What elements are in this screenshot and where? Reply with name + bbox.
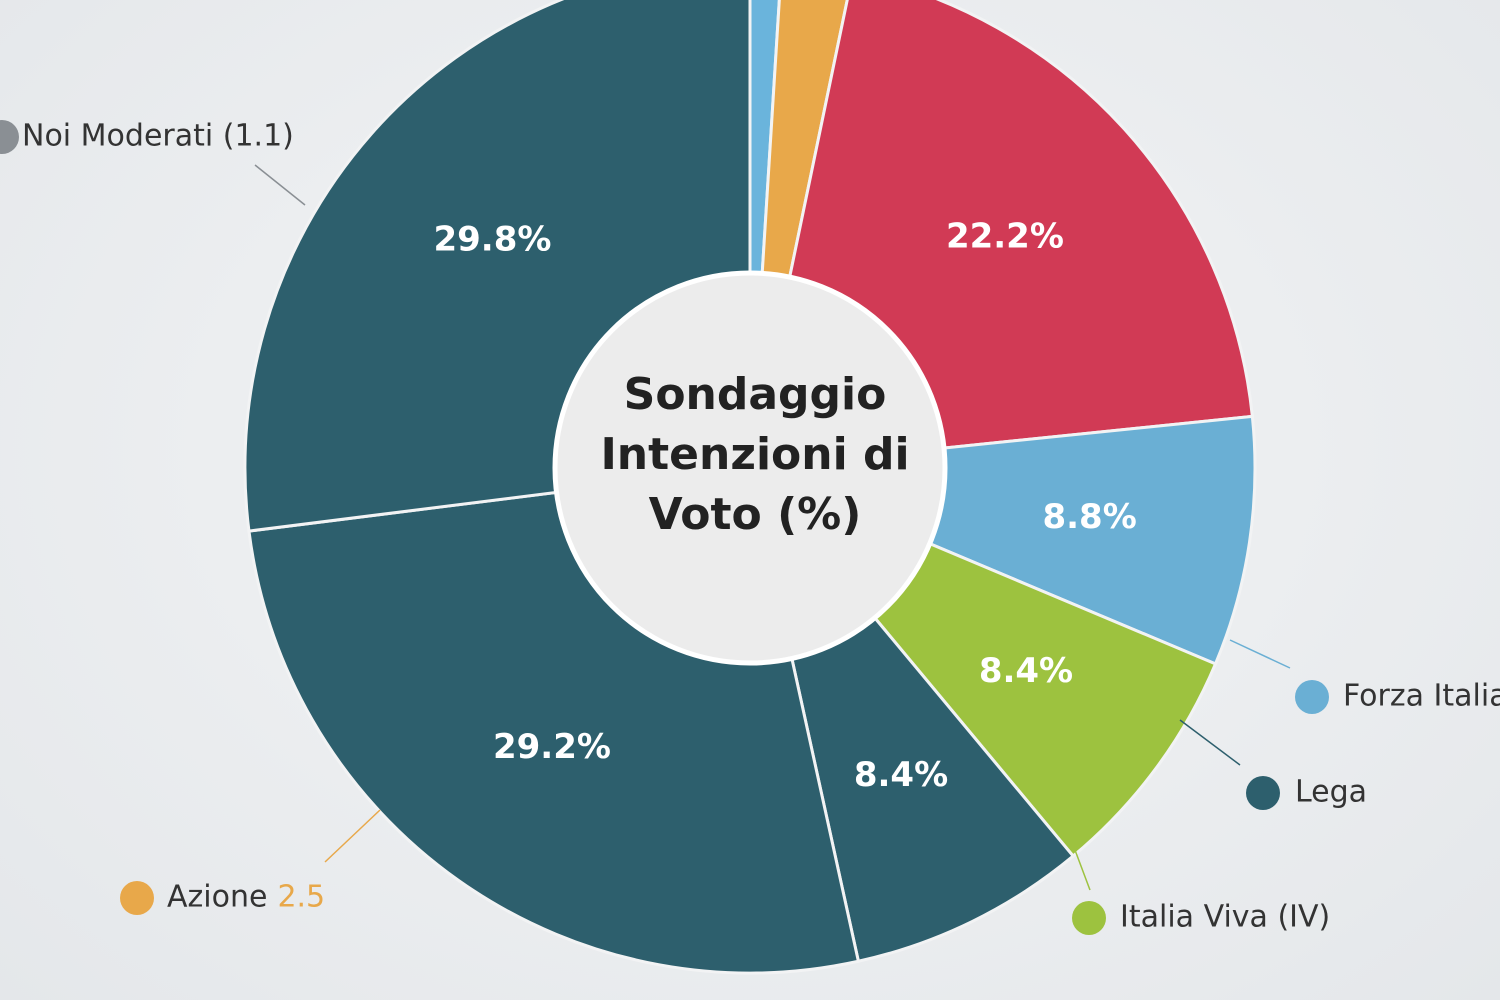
callout-label: Italia Viva (IV): [1120, 900, 1330, 935]
callout-label: Noi Moderati (1.1): [22, 119, 294, 154]
slice-label: 8.4%: [854, 755, 948, 795]
callout-label: Forza Italia: [1343, 679, 1500, 714]
callout-label: Azione: [167, 880, 267, 915]
center-hole: [552, 270, 948, 666]
callout-icon: [1246, 776, 1280, 810]
leader-line: [1229, 639, 1291, 669]
callout-icon: [1295, 680, 1329, 714]
chart-title: Sondaggio Intenzioni di Voto (%): [600, 369, 910, 540]
callout-icon: [1072, 901, 1106, 935]
leader-line: [1179, 719, 1241, 766]
callout-value: 2.5: [277, 880, 325, 915]
slice-label: 8.4%: [979, 651, 1073, 691]
slice-label: 29.8%: [433, 219, 551, 259]
callout-label: Lega: [1295, 775, 1367, 810]
slice-label: 8.8%: [1042, 497, 1136, 537]
slice-label: 22.2%: [946, 216, 1064, 256]
leader-line: [324, 809, 381, 863]
leader-line: [254, 164, 306, 206]
callout-icon: [120, 881, 154, 915]
slice-label: 29.2%: [493, 727, 611, 767]
callout-icon: [0, 120, 19, 154]
leader-line: [1074, 849, 1091, 891]
